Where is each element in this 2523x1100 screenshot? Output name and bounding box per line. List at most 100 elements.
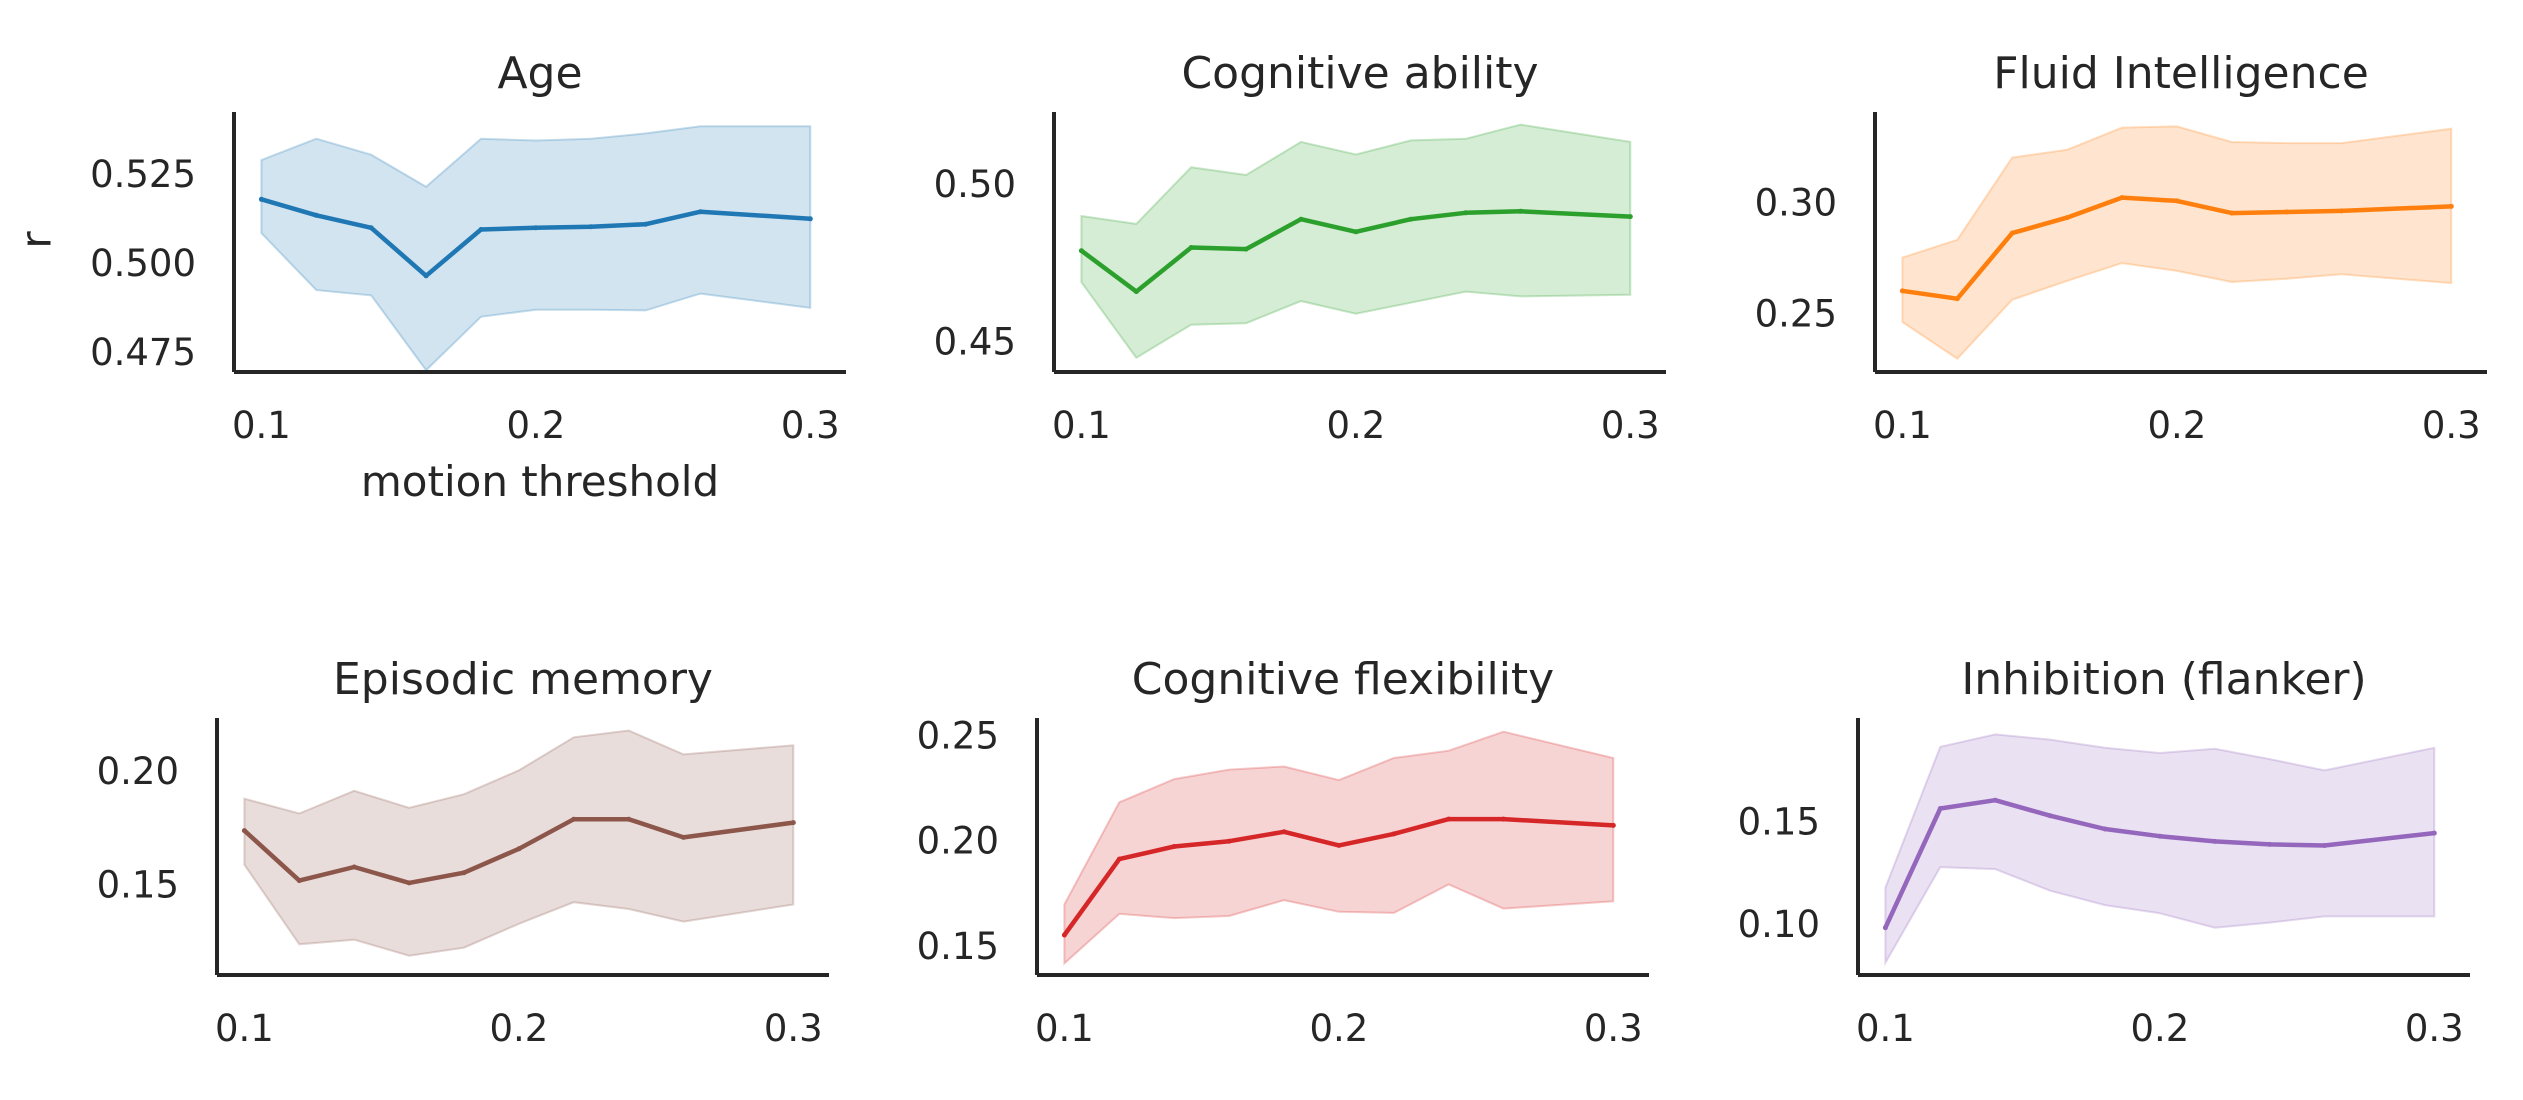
data-point	[423, 273, 429, 279]
data-point	[351, 864, 357, 870]
data-point	[1463, 210, 1469, 216]
confidence-band	[243, 729, 795, 957]
data-point	[2284, 209, 2290, 215]
data-point	[1627, 214, 1633, 220]
data-point	[2119, 195, 2125, 201]
data-point	[2322, 843, 2327, 848]
x-tick-label: 0.3	[2422, 404, 2481, 447]
data-point	[2102, 826, 2108, 832]
data-point	[698, 209, 703, 215]
data-point	[1171, 844, 1177, 849]
series-line	[1079, 209, 1633, 294]
series-line	[1900, 195, 2454, 301]
series-line	[1883, 797, 2437, 930]
y-tick-label: 0.500	[90, 242, 196, 285]
data-point	[1899, 288, 1905, 294]
series-line	[259, 197, 813, 279]
data-point	[1188, 245, 1194, 250]
chart-title: Cognitive flexibility	[1132, 654, 1554, 705]
chart-panel: 0.1 0.2 0.3 0.25 0.30 Fluid Intelligence	[1755, 48, 2487, 447]
data-point	[2047, 813, 2053, 819]
data-point	[368, 225, 374, 231]
chart-title: Fluid Intelligence	[1993, 48, 2369, 99]
data-point	[1298, 216, 1304, 222]
data-point	[1501, 816, 1506, 822]
y-tick-label: 0.475	[90, 331, 196, 374]
x-tick-label: 0.1	[1035, 1007, 1094, 1050]
data-point	[1882, 925, 1888, 931]
data-point	[2212, 838, 2218, 844]
x-tick-label: 0.3	[1584, 1007, 1643, 1050]
x-tick-label: 0.2	[489, 1007, 548, 1050]
x-tick-label: 0.2	[2147, 404, 2206, 447]
chart-panel: 0.1 0.2 0.3 0.10 0.15 Inhibition (flanker)	[1738, 654, 2470, 1050]
data-point	[1937, 806, 1943, 811]
y-tick-label: 0.25	[917, 714, 999, 757]
confidence-band	[1884, 733, 2436, 967]
chart-title: Cognitive ability	[1181, 48, 1538, 99]
y-tick-label: 0.20	[97, 750, 179, 793]
x-tick-label: 0.3	[1601, 404, 1660, 447]
data-point	[1518, 208, 1523, 214]
confidence-band	[1080, 123, 1632, 360]
x-tick-label: 0.2	[1326, 404, 1385, 447]
chart-panel: 0.1 0.2 0.3 0.475 0.500 0.525 Age motion thresh…	[12, 48, 846, 506]
confidence-band	[260, 125, 812, 372]
data-point	[258, 196, 264, 202]
data-point	[1992, 797, 1998, 803]
chart-title: Episodic memory	[333, 654, 713, 705]
data-point	[1446, 816, 1452, 822]
y-tick-label: 0.50	[934, 163, 1016, 206]
data-point	[313, 212, 319, 218]
data-point	[478, 227, 484, 232]
data-point	[533, 225, 539, 231]
data-point	[1353, 229, 1359, 235]
x-tick-label: 0.1	[232, 404, 291, 447]
data-point	[1243, 246, 1249, 252]
data-point	[1133, 289, 1139, 295]
data-point	[1281, 829, 1287, 835]
x-tick-label: 0.2	[506, 404, 565, 447]
data-point	[681, 834, 686, 840]
x-tick-label: 0.3	[781, 404, 840, 447]
y-tick-label: 0.45	[934, 321, 1016, 364]
chart-title: Age	[497, 48, 582, 99]
data-point	[2229, 210, 2235, 216]
x-tick-label: 0.3	[764, 1007, 823, 1050]
x-tick-label: 0.1	[1052, 404, 1111, 447]
y-tick-label: 0.15	[1738, 800, 1820, 843]
y-tick-label: 0.10	[1738, 903, 1820, 946]
series-line	[1062, 816, 1616, 938]
confidence-band	[1901, 125, 2453, 361]
data-point	[1336, 842, 1342, 848]
data-point	[1954, 296, 1960, 302]
y-tick-label: 0.20	[917, 820, 999, 863]
data-point	[2157, 833, 2163, 839]
data-point	[1226, 838, 1232, 844]
y-tick-label: 0.525	[90, 153, 196, 196]
data-point	[2267, 841, 2273, 847]
data-point	[1061, 932, 1067, 938]
data-point	[406, 880, 412, 886]
data-point	[2064, 215, 2070, 221]
x-tick-label: 0.1	[1873, 404, 1932, 447]
data-point	[1391, 831, 1397, 837]
chart-title: Inhibition (flanker)	[1961, 654, 2366, 705]
data-point	[571, 816, 577, 822]
data-point	[2009, 230, 2015, 236]
chart-panel: 0.1 0.2 0.3 0.45 0.50 Cognitive ability	[934, 48, 1666, 447]
data-point	[1116, 856, 1122, 862]
data-point	[2339, 208, 2344, 214]
data-point	[1078, 248, 1084, 254]
y-tick-label: 0.15	[917, 925, 999, 968]
y-tick-label: 0.25	[1755, 293, 1837, 336]
data-point	[2448, 203, 2454, 209]
x-axis-label: motion threshold	[361, 457, 719, 506]
data-point	[461, 870, 467, 876]
data-point	[296, 878, 302, 884]
x-tick-label: 0.1	[215, 1007, 274, 1050]
y-tick-label: 0.30	[1755, 182, 1837, 225]
data-point	[516, 846, 522, 852]
data-point	[626, 816, 632, 822]
